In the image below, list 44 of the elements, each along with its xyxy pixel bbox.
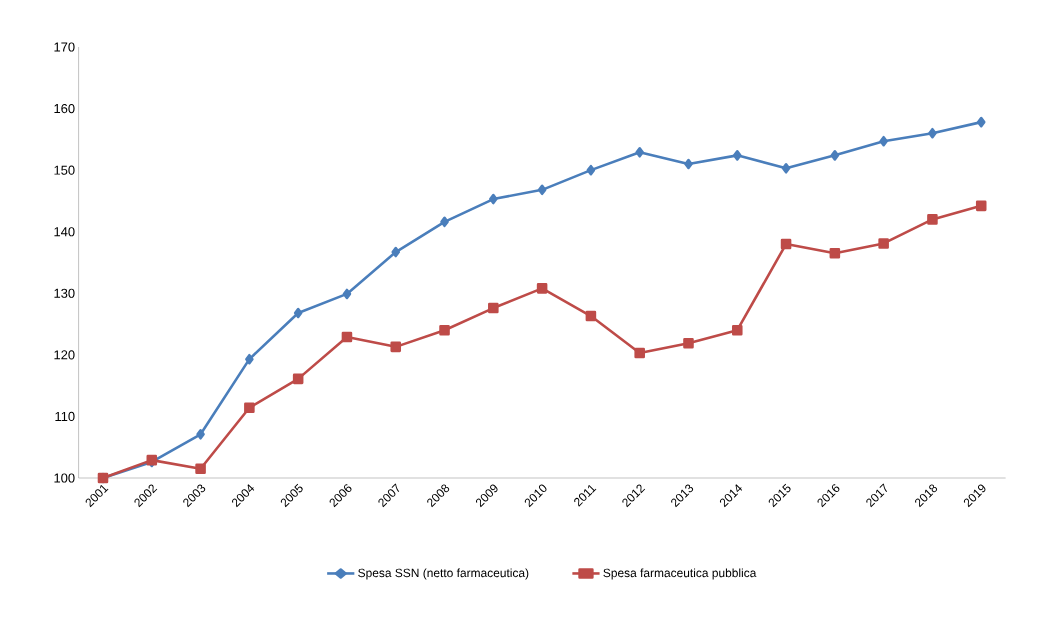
y-tick-label: 150 — [54, 165, 75, 175]
point — [731, 324, 743, 336]
y-tick-label: 170 — [54, 42, 75, 52]
point — [634, 347, 645, 359]
point — [879, 135, 888, 147]
y-tick-label: 160 — [54, 103, 75, 114]
point — [536, 283, 548, 294]
point — [975, 200, 987, 212]
point — [488, 302, 499, 314]
point — [684, 158, 693, 170]
point — [489, 193, 498, 205]
point — [195, 463, 206, 475]
point — [196, 429, 205, 440]
point — [976, 116, 986, 128]
point — [635, 147, 644, 158]
point — [293, 307, 303, 319]
legend-label: Spesa farmaceutica pubblica — [603, 568, 757, 580]
legend-label: Spesa SSN (netto farmaceutica) — [358, 568, 529, 580]
point — [586, 164, 596, 176]
point — [683, 337, 694, 349]
point — [928, 127, 937, 139]
point — [780, 238, 792, 250]
point — [878, 238, 889, 249]
point — [829, 247, 841, 259]
point — [440, 216, 449, 228]
point — [292, 373, 304, 385]
point — [830, 150, 840, 161]
point — [537, 184, 547, 196]
point — [781, 163, 791, 174]
point — [439, 324, 450, 336]
y-tick-label: 140 — [54, 227, 75, 237]
point — [245, 353, 254, 365]
point — [391, 246, 401, 258]
y-tick-label: 120 — [54, 350, 75, 360]
y-tick-label: 110 — [55, 411, 75, 422]
point — [732, 150, 742, 161]
point — [585, 310, 597, 322]
y-tick-label: 130 — [54, 288, 75, 298]
point — [244, 402, 255, 414]
point — [927, 214, 938, 225]
point — [342, 288, 352, 300]
point — [341, 331, 353, 343]
point — [390, 341, 402, 353]
y-tick-label: 100 — [54, 473, 75, 483]
